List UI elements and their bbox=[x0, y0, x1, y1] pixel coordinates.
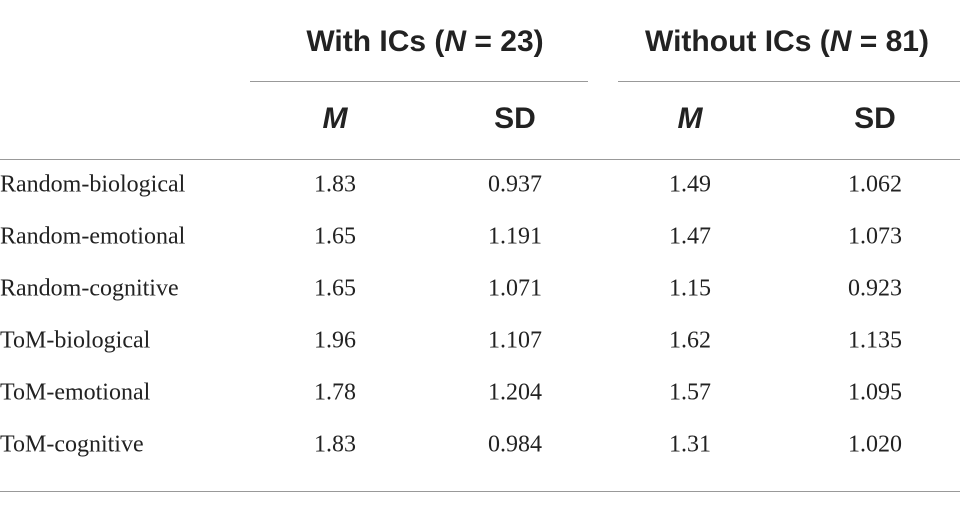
cell-value: 1.107 bbox=[488, 327, 542, 354]
row-label: Random-biological bbox=[0, 171, 186, 198]
cell-value: 1.135 bbox=[848, 327, 902, 354]
cell-value: 1.83 bbox=[314, 171, 356, 198]
header-text: SD bbox=[854, 102, 896, 135]
header-text: With ICs ( bbox=[306, 25, 445, 58]
cell-value: 1.191 bbox=[488, 223, 542, 250]
column-header: M bbox=[678, 102, 703, 136]
header-text: = 81) bbox=[851, 25, 929, 58]
cell-value: 1.47 bbox=[669, 223, 711, 250]
header-text: = 23) bbox=[466, 25, 544, 58]
group-rule bbox=[250, 81, 588, 82]
group-header: Without ICs (N = 81) bbox=[645, 25, 929, 59]
cell-value: 1.49 bbox=[669, 171, 711, 198]
cell-value: 1.62 bbox=[669, 327, 711, 354]
cell-value: 0.984 bbox=[488, 431, 542, 458]
cell-value: 0.923 bbox=[848, 275, 902, 302]
row-label: Random-cognitive bbox=[0, 275, 179, 302]
row-label: ToM-cognitive bbox=[0, 431, 144, 458]
cell-value: 0.937 bbox=[488, 171, 542, 198]
cell-value: 1.96 bbox=[314, 327, 356, 354]
header-text: M bbox=[322, 102, 348, 135]
cell-value: 1.204 bbox=[488, 379, 542, 406]
cell-value: 1.78 bbox=[314, 379, 356, 406]
group-header: With ICs (N = 23) bbox=[306, 25, 543, 59]
header-text: SD bbox=[494, 102, 536, 135]
header-text: Without ICs ( bbox=[645, 25, 830, 58]
cell-value: 1.020 bbox=[848, 431, 902, 458]
row-label: ToM-emotional bbox=[0, 379, 151, 406]
cell-value: 1.095 bbox=[848, 379, 902, 406]
cell-value: 1.073 bbox=[848, 223, 902, 250]
cell-value: 1.31 bbox=[669, 431, 711, 458]
header-text: N bbox=[444, 25, 467, 58]
header-text: M bbox=[677, 102, 703, 135]
cell-value: 1.071 bbox=[488, 275, 542, 302]
cell-value: 1.15 bbox=[669, 275, 711, 302]
column-header: SD bbox=[854, 102, 896, 136]
cell-value: 1.57 bbox=[669, 379, 711, 406]
cell-value: 1.062 bbox=[848, 171, 902, 198]
header-rule bbox=[0, 159, 960, 160]
cell-value: 1.65 bbox=[314, 223, 356, 250]
row-label: Random-emotional bbox=[0, 223, 186, 250]
cell-value: 1.83 bbox=[314, 431, 356, 458]
cell-value: 1.65 bbox=[314, 275, 356, 302]
header-text: N bbox=[829, 25, 852, 58]
column-header: SD bbox=[494, 102, 536, 136]
bottom-rule bbox=[0, 491, 960, 492]
column-header: M bbox=[323, 102, 348, 136]
group-rule bbox=[618, 81, 960, 82]
row-label: ToM-biological bbox=[0, 327, 151, 354]
